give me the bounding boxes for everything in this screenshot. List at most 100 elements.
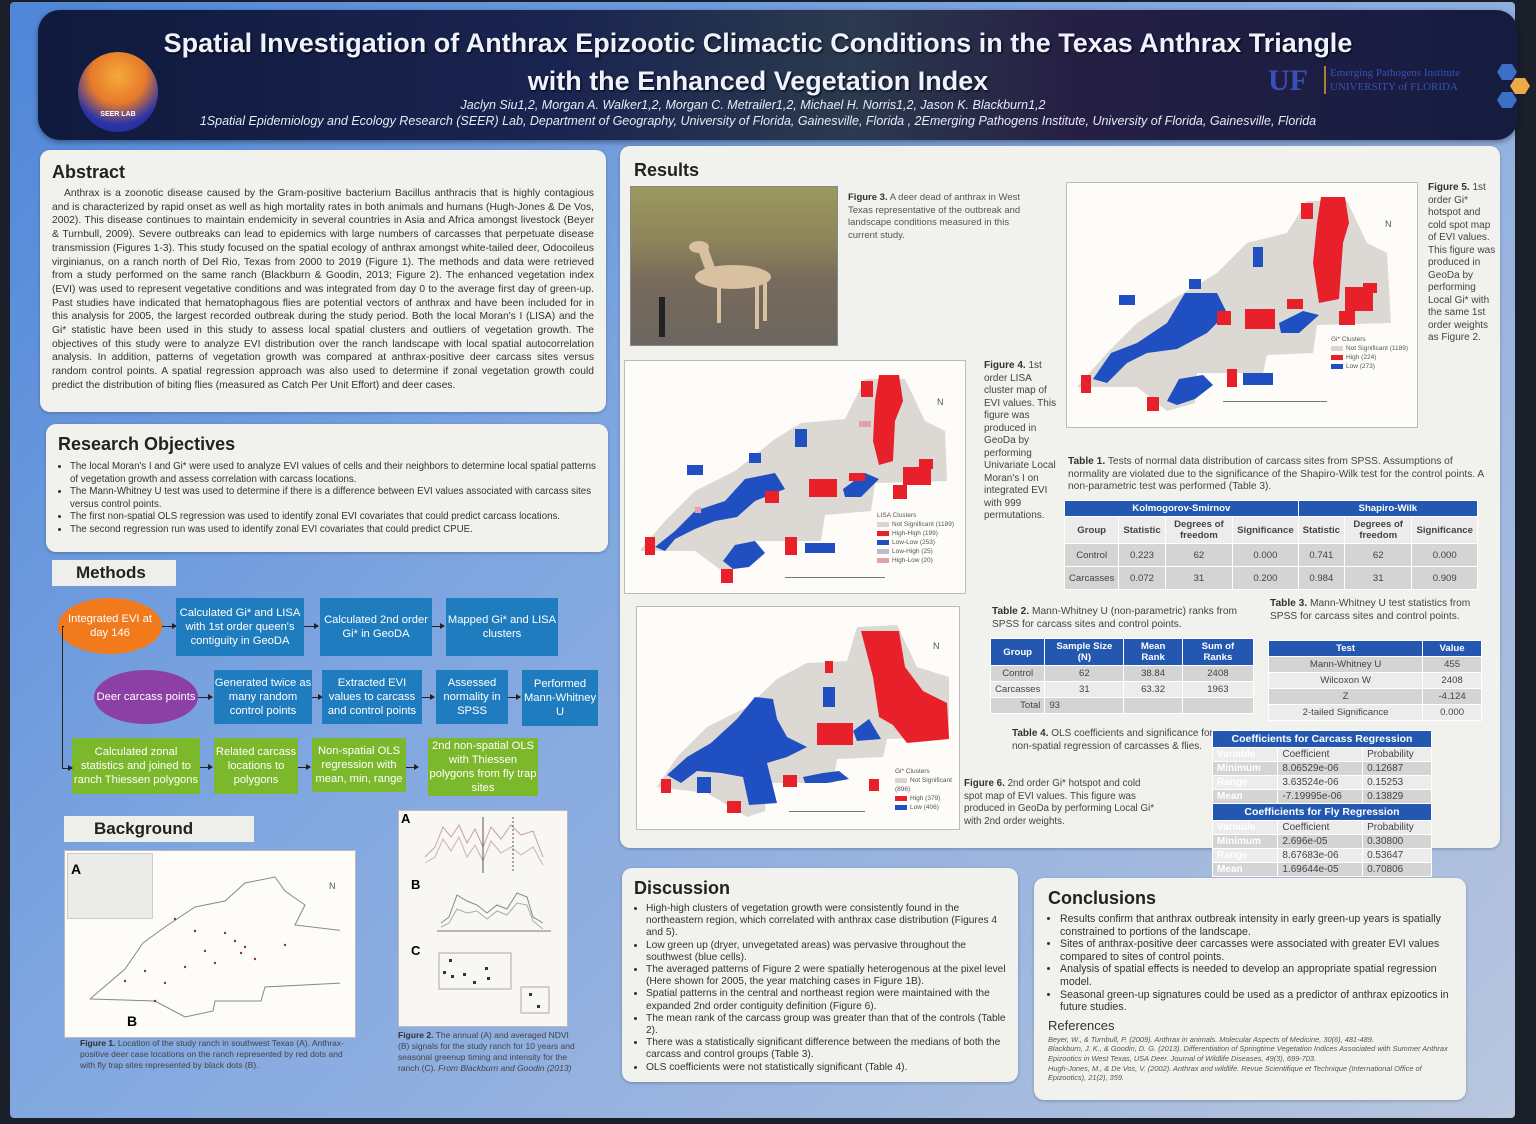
- table-cell: 0.000: [1411, 543, 1478, 567]
- fig2-label-b: B: [411, 877, 421, 892]
- method-node-integrated-evi: Integrated EVI at day 146: [58, 598, 162, 654]
- legend-item: High-Low (20): [877, 556, 954, 565]
- legend-item: Low-High (25): [877, 547, 954, 556]
- table-cell: 0.072: [1118, 566, 1166, 590]
- table-cell: 0.12687: [1362, 761, 1432, 776]
- table-1-col-header: Significance: [1232, 516, 1299, 544]
- method-node-calc-gi-lisa: Calculated Gi* and LISA with 1st order q…: [176, 598, 304, 656]
- discussion-item: The mean rank of the carcass group was g…: [646, 1013, 1006, 1037]
- table-cell: 0.200: [1232, 566, 1299, 590]
- method-node-deer-carcass: Deer carcass points: [94, 670, 198, 724]
- scale-bar: [785, 577, 885, 578]
- fig5-legend: Gi* Clusters Not Significant (1189) High…: [1331, 335, 1408, 371]
- table-row: Control 0.223 62 0.000 0.741 62 0.000: [1063, 543, 1478, 567]
- table-cell: -4.124: [1422, 688, 1482, 705]
- table-cell: 0.70806: [1362, 862, 1432, 877]
- method-node-related-carcass: Related carcass locations to polygons: [214, 738, 298, 794]
- figure-5-caption-text: 1st order Gi* hotspot and cold spot map …: [1428, 182, 1496, 343]
- fig6-legend: Gi* Clusters Not Significant (896) High …: [895, 767, 959, 812]
- figure-4-caption: Figure 4. 1st order LISA cluster map of …: [984, 360, 1062, 523]
- legend-label: Not Significant (1189): [892, 521, 955, 528]
- flow-arrow: [422, 694, 435, 700]
- legend-item: High-High (199): [877, 529, 954, 538]
- table-4-col-header: Variable: [1211, 820, 1279, 835]
- figure-6-caption-label: Figure 6.: [964, 778, 1005, 789]
- poster: SEER LAB Spatial Investigation of Anthra…: [10, 2, 1530, 1118]
- uf-logo: UF: [1268, 64, 1308, 97]
- table-cell: 0.909: [1411, 566, 1478, 590]
- fig2-label-a: A: [401, 811, 411, 826]
- table-cell: Z: [1267, 688, 1424, 705]
- flow-connector-top: [62, 626, 64, 627]
- legend-title: LISA Clusters: [877, 512, 917, 519]
- scale-bar: [1223, 401, 1327, 402]
- flow-arrow: [304, 623, 319, 629]
- table-row: 2-tailed Significance 0.000: [1267, 704, 1482, 721]
- title-banner: SEER LAB Spatial Investigation of Anthra…: [38, 10, 1530, 140]
- legend-label: Low (273): [1346, 363, 1375, 370]
- table-cell: 31: [1343, 566, 1413, 590]
- lisa-cluster-map: [641, 375, 947, 583]
- legend-label: Low-Low (253): [892, 539, 935, 546]
- legend-item: High (379): [895, 794, 959, 803]
- title-line-1: Spatial Investigation of Anthrax Epizoot…: [163, 28, 1353, 58]
- legend-label: Low (406): [910, 804, 939, 811]
- swatch-not-significant: [877, 521, 889, 527]
- uf-sub-line-2: UNIVERSITY of FLORIDA: [1330, 81, 1458, 93]
- title-line-2: with the Enhanced Vegetation Index: [527, 66, 989, 96]
- fig2-label-c: C: [411, 943, 421, 958]
- flow-arrow: [406, 764, 419, 770]
- table-1-group-header-ks: Kolmogorov-Smirnov: [1064, 500, 1299, 517]
- table-cell: Carcasses: [989, 681, 1046, 698]
- table-cell: 2.696e-05: [1277, 834, 1364, 849]
- table-cell: 455: [1422, 656, 1482, 673]
- table-1-normality: Kolmogorov-Smirnov Shapiro-Wilk Group St…: [1063, 500, 1479, 590]
- discussion-panel: Discussion High-high clusters of vegetat…: [622, 868, 1018, 1082]
- table-cell: 62: [1343, 543, 1413, 567]
- table-row: Carcasses 0.072 31 0.200 0.984 31 0.909: [1063, 566, 1478, 590]
- method-node-2nd-order-gi: Calculated 2nd order Gi* in GeoDA: [320, 598, 432, 656]
- gi-2nd-order-map: [657, 625, 949, 817]
- conclusion-item: Seasonal green-up signatures could be us…: [1060, 989, 1452, 1014]
- legend-item: High (224): [1331, 353, 1408, 362]
- table-3-col-header: Test: [1267, 640, 1424, 657]
- table-1-caption-text: Tests of normal data distribution of car…: [1068, 456, 1484, 492]
- table-cell: 1.69644e-05: [1277, 862, 1364, 877]
- table-1-col-header: Statistic: [1118, 516, 1166, 544]
- fig4-legend: LISA Clusters Not Significant (1189) Hig…: [877, 511, 954, 565]
- figure-3-caption-label: Figure 3.: [848, 192, 888, 203]
- table-cell: 0.30800: [1362, 834, 1432, 849]
- table-row: Mann-Whitney U 455: [1267, 656, 1482, 673]
- results-panel: Results Figure 3. A deer dead of anthrax…: [620, 146, 1500, 877]
- figure-1-caption: Figure 1. Location of the study ranch in…: [80, 1038, 360, 1071]
- affiliations: 1Spatial Epidemiology and Ecology Resear…: [199, 114, 1317, 128]
- figure-5-caption-label: Figure 5.: [1428, 182, 1470, 193]
- table-4-col-header: Coefficient: [1277, 820, 1364, 835]
- table-row: Mean -7.19995e-06 0.13829: [1211, 789, 1432, 804]
- objectives-panel: Research Objectives The local Moran's I …: [46, 424, 608, 552]
- ranch-outline: [89, 876, 340, 1018]
- table-cell: Carcasses: [1063, 566, 1120, 590]
- conclusion-item: Analysis of spatial effects is needed to…: [1060, 963, 1452, 988]
- figure-1-caption-text: Location of the study ranch in southwest…: [80, 1038, 344, 1070]
- table-cell: Mann-Whitney U: [1267, 656, 1424, 673]
- method-node-2nd-ols: 2nd non-spatial OLS with Thiessen polygo…: [428, 738, 538, 796]
- conclusions-list: Results confirm that anthrax outbreak in…: [1048, 913, 1452, 1014]
- discussion-list: High-high clusters of vegetation growth …: [634, 903, 1006, 1074]
- table-row-total: Total 93: [989, 697, 1255, 714]
- table-cell: 2408: [1181, 665, 1255, 682]
- figure-3-deer-photo: [630, 186, 838, 346]
- swatch-low-low: [877, 539, 889, 545]
- objective-item: The Mann-Whitney U test was used to dete…: [70, 486, 596, 511]
- conclusions-panel: Conclusions Results confirm that anthrax…: [1034, 878, 1466, 1100]
- fig2-averaged-ndvi-chart: [437, 892, 551, 932]
- objectives-heading: Research Objectives: [58, 434, 236, 454]
- table-cell: 31: [1044, 681, 1125, 698]
- figure-5-gi-map: Gi* Clusters Not Significant (1189) High…: [1066, 182, 1418, 428]
- figure-6-gi-2nd-order-map: Gi* Clusters Not Significant (896) High …: [636, 606, 960, 830]
- table-2-mann-whitney-ranks: Group Sample Size (N) Mean Rank Sum of R…: [989, 638, 1255, 714]
- table-2-col-header: Mean Rank: [1123, 638, 1183, 666]
- table-row: Control 62 38.84 2408: [989, 665, 1255, 682]
- methods-heading: Methods: [52, 560, 176, 586]
- table-1-caption: Table 1. Tests of normal data distributi…: [1068, 456, 1488, 494]
